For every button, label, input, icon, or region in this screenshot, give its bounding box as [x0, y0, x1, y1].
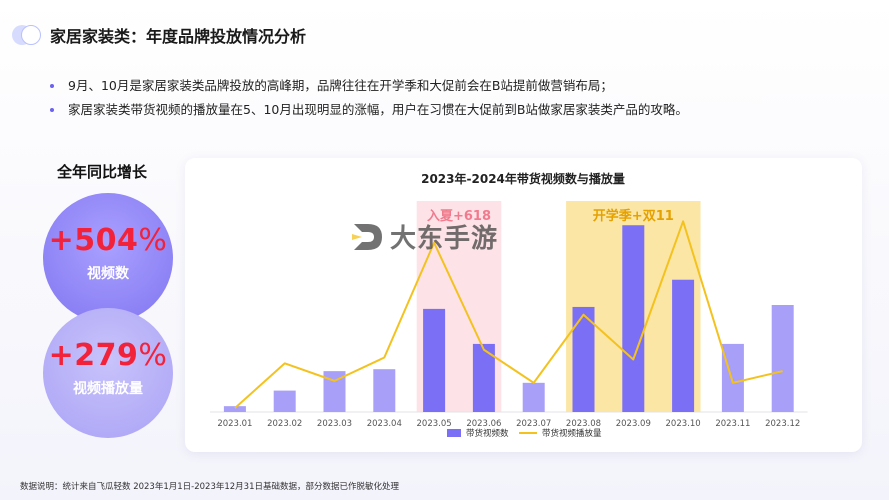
- bar: [323, 371, 346, 412]
- growth-circle-videos: +504% 视频数: [43, 193, 173, 323]
- chart-title: 2023年-2024年带货视频数与播放量: [421, 171, 625, 186]
- growth-label: 视频数: [87, 266, 129, 282]
- growth-value: +279%: [48, 338, 168, 373]
- chart-panel: 2023年-2024年带货视频数与播放量入夏+618 开学季+双11 2023.01…: [185, 158, 862, 452]
- x-tick-label: 2023.08: [566, 419, 601, 429]
- bar: [672, 279, 695, 412]
- bar: [771, 305, 794, 412]
- watermark-text: 大东手游: [390, 224, 499, 254]
- growth-value: +504%: [48, 223, 168, 258]
- bar: [721, 343, 744, 412]
- footnote: 数据说明：统计来自飞瓜轻数 2023年1月1日-2023年12月31日基础数据，…: [20, 482, 399, 492]
- bullet-item: 家居家装类带货视频的播放量在5、10月出现明显的涨幅，用户在习惯在大促前到B站做…: [50, 98, 688, 122]
- watermark-logo-icon: [352, 223, 382, 250]
- logo-icon: [12, 23, 42, 47]
- legend-swatch-bar: [447, 429, 461, 437]
- x-tick-label: 2023.07: [516, 419, 551, 429]
- bullet-list: 9月、10月是家居家装类品牌投放的高峰期，品牌往往在开学季和大促前会在B站提前做…: [50, 74, 688, 122]
- growth-label: 视频播放量: [73, 381, 143, 397]
- x-tick-label: 2023.05: [417, 419, 452, 429]
- bar: [223, 406, 246, 412]
- bar: [622, 225, 645, 412]
- x-tick-label: 2023.11: [715, 419, 750, 429]
- legend-label: 带货视频数: [466, 428, 509, 439]
- highlight-label: 开学季+双11: [593, 208, 674, 224]
- x-tick-label: 2023.04: [367, 419, 402, 429]
- x-tick-label: 2023.12: [765, 419, 800, 429]
- growth-title: 全年同比增长: [57, 163, 148, 181]
- bar: [472, 343, 495, 412]
- x-tick-label: 2023.02: [267, 419, 302, 429]
- x-tick-label: 2023.09: [616, 419, 651, 429]
- x-tick-label: 2023.01: [217, 419, 252, 429]
- header: 家居家装类：年度品牌投放情况分析: [12, 20, 306, 50]
- x-tick-label: 2023.03: [317, 419, 352, 429]
- watermark: 大东手游: [350, 218, 498, 255]
- highlight-label: 入夏+618: [427, 209, 491, 224]
- series-line: [234, 220, 783, 409]
- bar: [572, 306, 595, 412]
- x-tick-label: 2023.06: [466, 419, 501, 429]
- legend-label: 带货视频播放量: [542, 428, 602, 439]
- bar: [522, 382, 545, 412]
- bar: [273, 390, 296, 412]
- page-title: 家居家装类：年度品牌投放情况分析: [50, 27, 307, 46]
- bar: [373, 369, 396, 412]
- bar: [423, 308, 446, 412]
- growth-circle-views: +279% 视频播放量: [43, 308, 173, 438]
- x-tick-label: 2023.10: [666, 419, 701, 429]
- bullet-item: 9月、10月是家居家装类品牌投放的高峰期，品牌往往在开学季和大促前会在B站提前做…: [50, 74, 688, 98]
